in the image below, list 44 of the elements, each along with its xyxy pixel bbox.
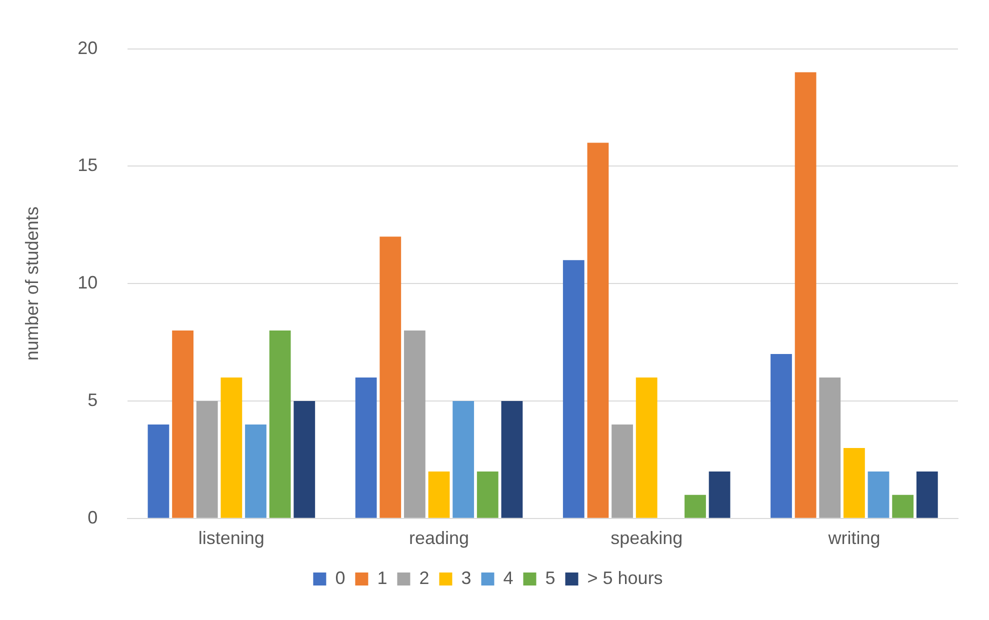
x-tick-label: listening <box>198 528 264 548</box>
legend-label: 3 <box>461 568 472 588</box>
bar <box>708 471 730 518</box>
legend-label: 0 <box>335 568 346 588</box>
y-tick-label: 20 <box>78 38 98 58</box>
bar <box>220 378 242 518</box>
bar <box>355 378 377 518</box>
y-axis-title: number of students <box>22 206 42 361</box>
legend-label: > 5 hours <box>587 568 663 588</box>
y-tick-label: 10 <box>78 272 98 293</box>
bar <box>868 471 890 518</box>
legend-label: 2 <box>419 568 430 588</box>
bar <box>245 424 266 518</box>
bar <box>770 354 792 518</box>
x-tick-label: speaking <box>610 528 683 548</box>
y-tick-label: 5 <box>88 390 98 410</box>
bar <box>452 401 474 518</box>
bar <box>794 72 816 518</box>
bar <box>612 424 633 518</box>
y-tick-label: 15 <box>78 155 98 176</box>
bar <box>428 471 450 518</box>
bar <box>501 401 523 518</box>
bar <box>172 330 194 518</box>
legend-label: 1 <box>377 568 388 588</box>
bar <box>587 142 609 518</box>
bar <box>684 494 706 518</box>
x-tick-label: reading <box>408 528 470 548</box>
bar <box>916 471 938 518</box>
x-tick-label: writing <box>827 528 880 548</box>
bar <box>476 471 498 518</box>
bar <box>562 260 584 518</box>
bar <box>844 448 865 518</box>
legend-label: 5 <box>545 568 556 588</box>
bar <box>404 330 426 518</box>
legend-label: 4 <box>503 568 514 588</box>
bar <box>148 424 170 518</box>
bar <box>636 378 658 518</box>
bar <box>892 494 914 518</box>
bar <box>294 401 316 518</box>
bar <box>196 401 218 518</box>
bar <box>819 378 841 518</box>
y-tick-label: 0 <box>88 507 98 528</box>
bar <box>269 330 291 518</box>
bar <box>380 236 402 518</box>
